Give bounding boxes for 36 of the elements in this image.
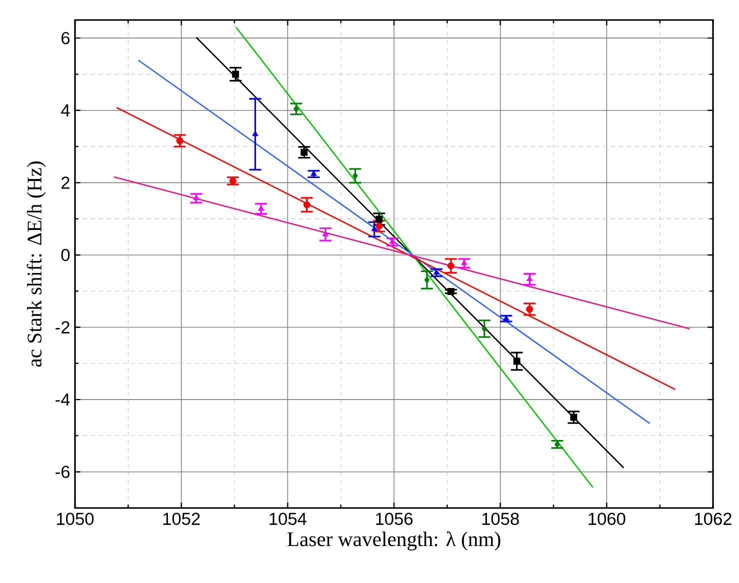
y-tick-label: 2 bbox=[62, 176, 70, 189]
point bbox=[232, 70, 240, 78]
point bbox=[352, 172, 358, 180]
point bbox=[376, 216, 383, 223]
point bbox=[526, 276, 533, 282]
y-tick-label: -6 bbox=[56, 466, 70, 478]
point bbox=[526, 306, 534, 313]
point bbox=[229, 177, 236, 184]
point bbox=[176, 137, 184, 144]
point bbox=[482, 325, 488, 332]
y-tick-label: 4 bbox=[61, 104, 70, 116]
x-tick-label: 1060 bbox=[588, 512, 626, 525]
y-tick-label: -4 bbox=[56, 394, 70, 406]
point bbox=[303, 201, 310, 208]
x-tick-label: 1050 bbox=[57, 512, 94, 525]
y-tick-label: -2 bbox=[56, 321, 70, 334]
point bbox=[554, 440, 560, 448]
x-tick-label: 1058 bbox=[482, 512, 519, 525]
point bbox=[258, 205, 264, 211]
point bbox=[570, 414, 578, 421]
point bbox=[300, 148, 308, 156]
y-axis-title: ac Stark shift: ΔE/h (Hz) bbox=[26, 162, 46, 367]
x-tick-label: 1054 bbox=[270, 512, 306, 525]
y-tick-label: 6 bbox=[62, 32, 70, 44]
y-tick-label: 0 bbox=[61, 248, 70, 262]
x-tick-label: 1056 bbox=[376, 512, 413, 525]
point bbox=[447, 262, 454, 270]
point bbox=[424, 276, 430, 284]
x-tick-label: 1062 bbox=[695, 512, 732, 525]
point bbox=[447, 288, 454, 295]
point bbox=[503, 315, 510, 320]
point bbox=[294, 105, 299, 112]
x-axis-title: Laser wavelength: λ (nm) bbox=[287, 531, 500, 550]
point bbox=[433, 269, 440, 275]
x-tick-label: 1052 bbox=[163, 512, 200, 525]
point bbox=[513, 358, 520, 365]
